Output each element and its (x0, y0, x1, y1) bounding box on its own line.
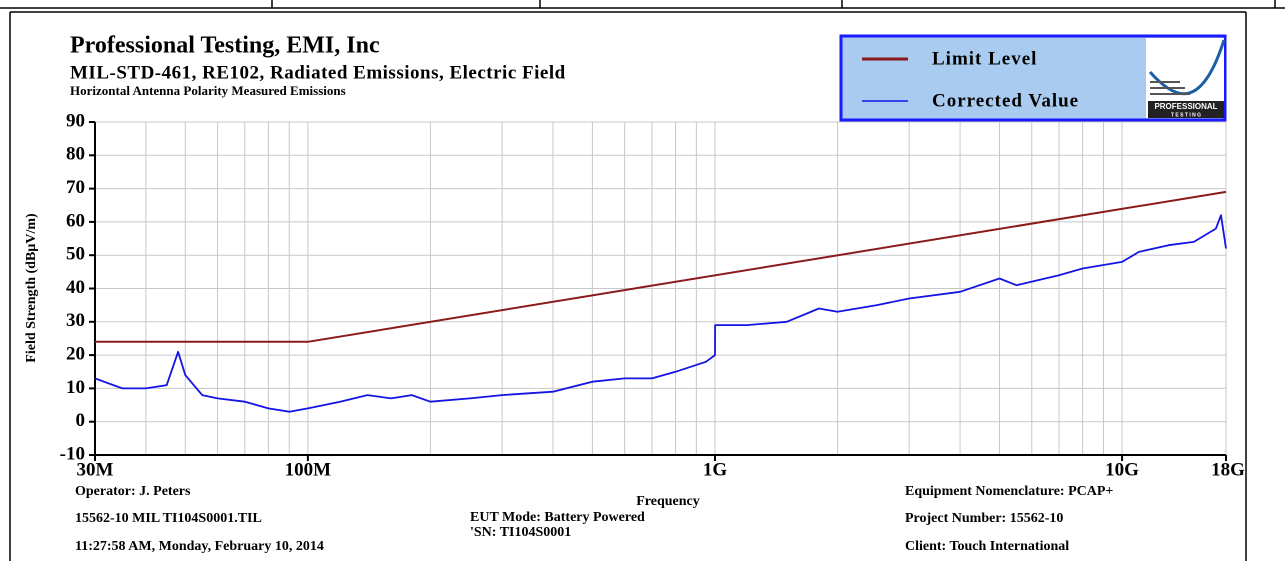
footer-text: 11:27:58 AM, Monday, February 10, 2014 (75, 539, 324, 554)
logo-text: PROFESSIONAL (1154, 102, 1217, 111)
data-line (94, 214, 1227, 413)
y-tick-label: 10 (66, 377, 85, 398)
chart-title: Professional Testing, EMI, Inc (70, 33, 380, 59)
x-tick-label: 10G (1105, 459, 1139, 480)
logo-band (1148, 101, 1224, 118)
y-tick-label: 70 (66, 177, 85, 198)
x-tick-label: 18G (1211, 459, 1245, 480)
footer-text: Equipment Nomenclature: PCAP+ (905, 484, 1113, 499)
x-tick-label: 1G (703, 459, 728, 480)
y-tick-label: 60 (66, 210, 85, 231)
legend-label: Corrected Value (932, 90, 1079, 111)
y-tick-label: 40 (66, 277, 85, 298)
chart-subtitle: MIL-STD-461, RE102, Radiated Emissions, … (70, 62, 566, 83)
logo-curve (1148, 39, 1226, 96)
footer-text: 'SN: TI104S0001 (470, 525, 571, 540)
y-tick-label: 80 (66, 144, 85, 165)
logo-stripes (1150, 81, 1190, 95)
x-axis-label: Frequency (636, 494, 700, 509)
y-axis-label: Field Strength (dBµV/m) (24, 213, 39, 363)
plot: -10 0 10 20 30 40 50 60 70 80 90 30M 100M 1G 10G 18G (60, 110, 1245, 480)
x-tick-label: 100M (285, 459, 332, 480)
y-tick-label: 50 (66, 244, 85, 265)
chart-caption: Horizontal Antenna Polarity Measured Emi… (70, 83, 346, 98)
footer-text: Project Number: 15562-10 (905, 511, 1063, 526)
footer-text: Client: Touch International (905, 539, 1069, 554)
legend-label: Limit Level (932, 48, 1037, 69)
data-line (95, 190, 1227, 343)
logo-text: T E S T I N G (1171, 112, 1201, 118)
y-tick-label: -10 (60, 443, 85, 464)
footer-text: 15562-10 MIL TI104S0001.TIL (75, 511, 262, 526)
footer-text: Operator: J. Peters (75, 484, 191, 499)
y-tick-label: 30 (66, 310, 85, 331)
y-tick-label: 0 (76, 410, 86, 431)
y-tick-label: 90 (66, 110, 85, 131)
footer-text: EUT Mode: Battery Powered (470, 510, 645, 525)
y-tick-label: 20 (66, 343, 85, 364)
x-tick-label: 30M (77, 459, 114, 480)
